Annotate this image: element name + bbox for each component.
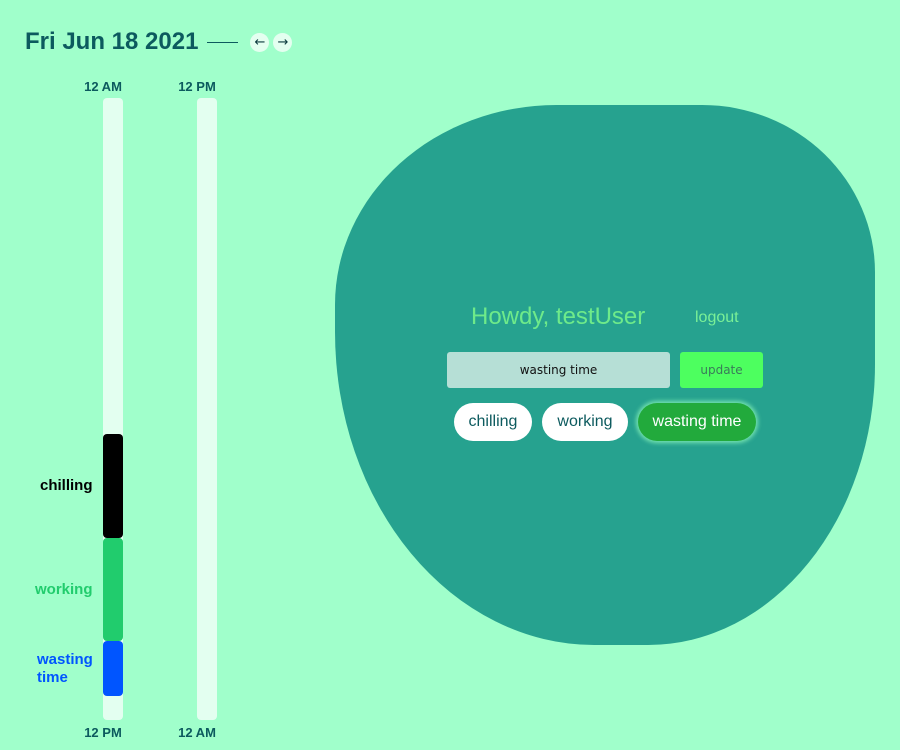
segment-wasting-time[interactable] bbox=[103, 641, 123, 696]
option-working-button[interactable]: working bbox=[542, 403, 628, 441]
status-input[interactable] bbox=[447, 352, 670, 388]
header-divider bbox=[207, 41, 239, 43]
segment-chilling[interactable] bbox=[103, 434, 123, 538]
segment-label-wasting-time: wasting time bbox=[37, 651, 93, 686]
pm-column-bottom-label: 12 AM bbox=[178, 725, 216, 740]
segment-working[interactable] bbox=[103, 538, 123, 641]
am-column-bottom-label: 12 PM bbox=[84, 725, 122, 740]
logout-link[interactable]: logout bbox=[695, 309, 739, 326]
am-timeline-track bbox=[103, 98, 123, 720]
am-column-top-label: 12 AM bbox=[84, 79, 122, 94]
current-date: Fri Jun 18 2021 bbox=[25, 28, 199, 55]
pm-column-top-label: 12 PM bbox=[178, 79, 216, 94]
greeting: Howdy, testUser bbox=[471, 303, 646, 330]
pm-timeline-track bbox=[197, 98, 217, 720]
segment-label-working: working bbox=[35, 581, 93, 598]
option-wasting-time-button[interactable]: wasting time bbox=[638, 403, 756, 441]
option-chilling-button[interactable]: chilling bbox=[454, 403, 532, 441]
next-day-button[interactable]: → bbox=[273, 32, 293, 52]
update-button[interactable]: update bbox=[680, 352, 763, 388]
segment-label-chilling: chilling bbox=[40, 477, 93, 494]
prev-day-button[interactable]: ← bbox=[250, 32, 270, 52]
date-header: Fri Jun 18 2021 ← → bbox=[25, 28, 296, 56]
